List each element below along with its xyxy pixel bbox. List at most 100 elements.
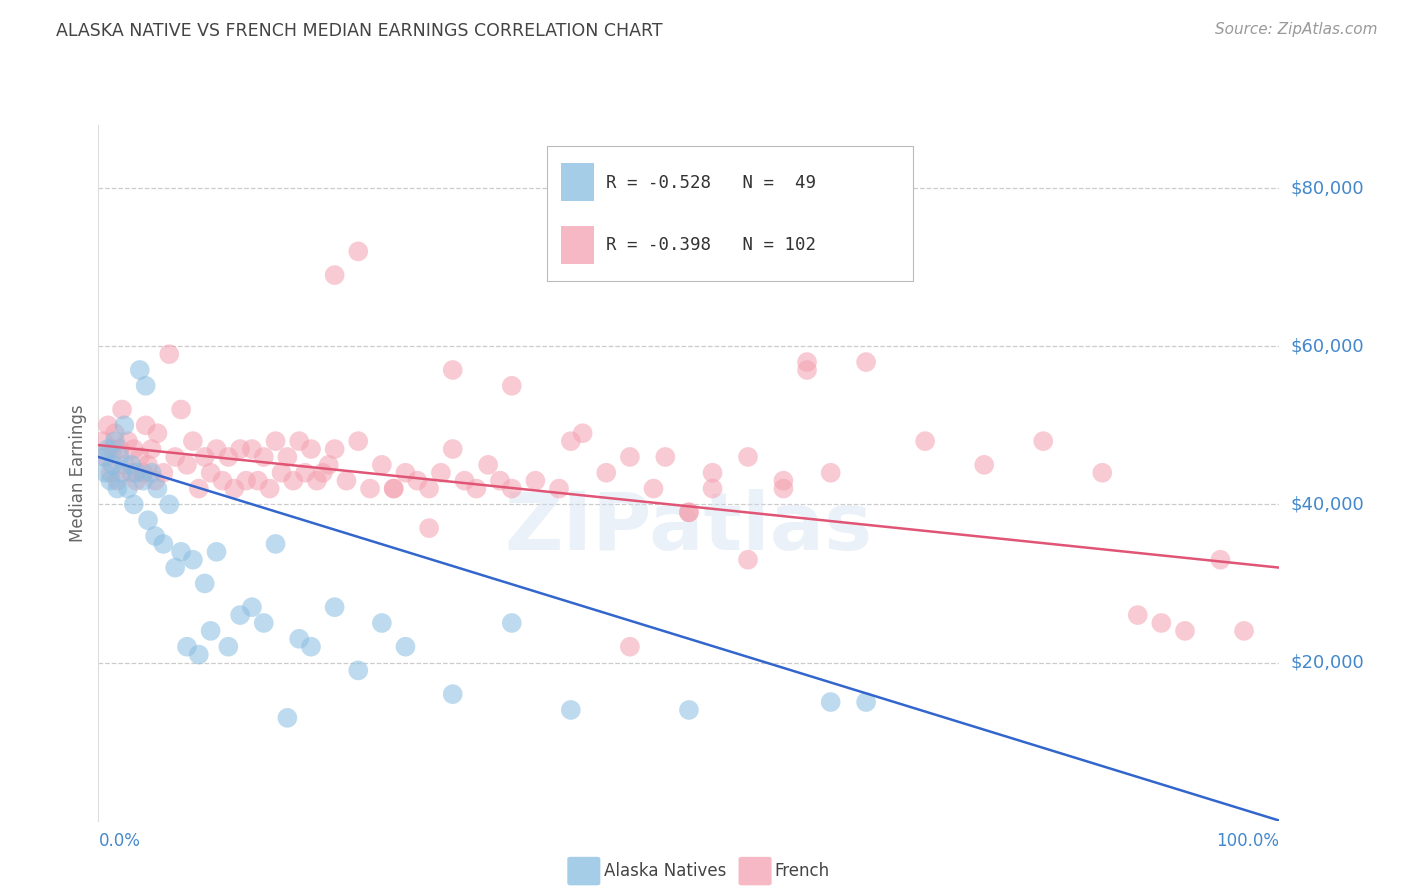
- Point: [176, 640, 198, 654]
- Point: [122, 497, 145, 511]
- Point: [430, 466, 453, 480]
- Point: [299, 640, 322, 654]
- Point: [117, 482, 139, 496]
- Point: [855, 695, 877, 709]
- Text: R = -0.398   N = 102: R = -0.398 N = 102: [606, 236, 817, 254]
- Point: [253, 450, 276, 464]
- Point: [678, 505, 700, 519]
- Point: [211, 474, 233, 488]
- Point: [571, 426, 593, 441]
- Point: [1174, 624, 1197, 638]
- Point: [441, 363, 464, 377]
- Point: [105, 474, 128, 488]
- Point: [406, 474, 429, 488]
- Point: [157, 497, 180, 511]
- Point: [772, 482, 794, 496]
- Point: [165, 560, 187, 574]
- Point: [224, 482, 246, 496]
- Point: [104, 434, 127, 449]
- Point: [305, 474, 328, 488]
- Point: [112, 418, 135, 433]
- Point: [121, 466, 143, 480]
- Point: [94, 450, 117, 464]
- Point: [240, 442, 263, 456]
- Point: [501, 379, 523, 393]
- Point: [772, 474, 794, 488]
- Point: [288, 434, 311, 449]
- FancyBboxPatch shape: [567, 857, 600, 886]
- FancyBboxPatch shape: [547, 145, 914, 282]
- Point: [418, 521, 440, 535]
- Point: [143, 474, 166, 488]
- Point: [105, 482, 128, 496]
- Point: [702, 482, 724, 496]
- Text: $60,000: $60,000: [1291, 337, 1364, 355]
- Text: French: French: [773, 862, 830, 880]
- Text: 0.0%: 0.0%: [98, 831, 141, 850]
- Point: [187, 648, 209, 662]
- Point: [619, 450, 641, 464]
- Point: [270, 466, 292, 480]
- Point: [259, 482, 281, 496]
- Point: [264, 434, 287, 449]
- Point: [501, 615, 523, 630]
- Point: [288, 632, 311, 646]
- Point: [194, 576, 217, 591]
- Point: [323, 442, 346, 456]
- Point: [595, 466, 617, 480]
- Point: [477, 458, 499, 472]
- Point: [143, 529, 166, 543]
- Point: [643, 482, 665, 496]
- Text: R = -0.528   N =  49: R = -0.528 N = 49: [606, 174, 817, 192]
- Point: [253, 615, 276, 630]
- Point: [181, 552, 204, 567]
- Point: [97, 442, 120, 456]
- Point: [323, 268, 346, 282]
- Point: [136, 458, 159, 472]
- Point: [229, 608, 252, 623]
- Point: [194, 450, 217, 464]
- Point: [796, 363, 818, 377]
- Point: [165, 450, 187, 464]
- Text: ZIPatlas: ZIPatlas: [505, 490, 873, 567]
- FancyBboxPatch shape: [561, 163, 595, 202]
- Point: [796, 355, 818, 369]
- Point: [678, 505, 700, 519]
- Point: [820, 695, 842, 709]
- Point: [914, 434, 936, 449]
- Point: [382, 482, 405, 496]
- Point: [619, 640, 641, 654]
- Point: [187, 482, 209, 496]
- Point: [560, 434, 582, 449]
- Point: [678, 703, 700, 717]
- Point: [283, 474, 305, 488]
- Point: [394, 640, 416, 654]
- Point: [135, 379, 157, 393]
- Point: [973, 458, 995, 472]
- Point: [501, 482, 523, 496]
- Text: Source: ZipAtlas.com: Source: ZipAtlas.com: [1215, 22, 1378, 37]
- Point: [128, 450, 150, 464]
- Point: [347, 664, 370, 678]
- Point: [347, 434, 370, 449]
- Point: [217, 640, 239, 654]
- Point: [394, 466, 416, 480]
- Point: [737, 552, 759, 567]
- Point: [91, 434, 114, 449]
- Point: [112, 458, 135, 472]
- Point: [1091, 466, 1114, 480]
- Point: [108, 450, 131, 464]
- Point: [170, 545, 193, 559]
- Point: [122, 442, 145, 456]
- Text: $40,000: $40,000: [1291, 495, 1364, 514]
- Point: [205, 545, 228, 559]
- Point: [136, 513, 159, 527]
- Point: [323, 600, 346, 615]
- Point: [200, 466, 222, 480]
- Point: [101, 458, 124, 472]
- Point: [371, 458, 394, 472]
- Point: [820, 466, 842, 480]
- Point: [146, 426, 169, 441]
- Point: [371, 615, 394, 630]
- Point: [205, 442, 228, 456]
